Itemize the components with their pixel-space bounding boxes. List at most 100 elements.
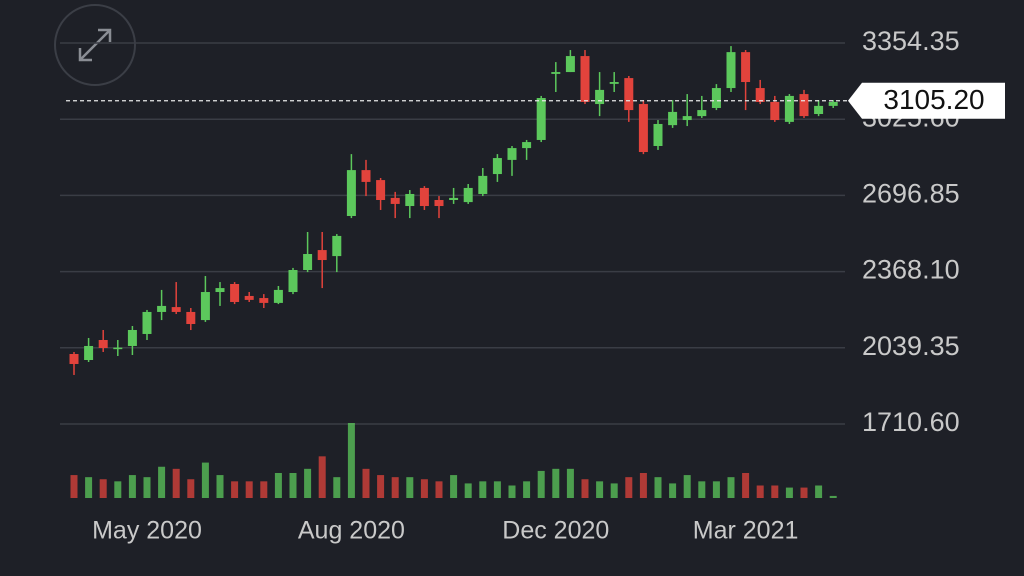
volume-bar xyxy=(143,477,151,498)
volume-bar xyxy=(639,473,647,498)
volume-bar xyxy=(85,477,93,498)
volume-bar xyxy=(727,477,735,498)
candle-body xyxy=(609,82,619,84)
candle-body xyxy=(98,340,108,348)
candle-body xyxy=(244,295,254,300)
volume-bar xyxy=(829,495,837,498)
expand-circle[interactable] xyxy=(54,4,136,86)
volume-bar xyxy=(172,468,180,498)
candle-body xyxy=(361,170,371,182)
volume-bar xyxy=(260,481,268,498)
candle-body xyxy=(463,187,473,203)
candle-body xyxy=(638,104,648,153)
candle-body xyxy=(405,193,415,207)
y-tick-label: 2039.35 xyxy=(862,331,960,361)
volume-bar xyxy=(362,468,370,498)
candle-body xyxy=(390,197,400,204)
candle-body xyxy=(142,311,152,334)
volume-bar xyxy=(712,481,720,498)
volume-bar xyxy=(610,483,618,498)
volume-bar xyxy=(785,487,793,498)
candle-body xyxy=(741,52,751,83)
volume-bar xyxy=(435,481,443,498)
volume-bar xyxy=(420,479,428,498)
candle-body xyxy=(653,123,663,146)
candle-body xyxy=(726,52,736,89)
volume-bar xyxy=(581,479,589,498)
volume-bar xyxy=(683,475,691,498)
volume-bar xyxy=(523,481,531,498)
candle-body xyxy=(507,148,517,160)
candle-body xyxy=(303,254,313,271)
candle-body xyxy=(828,101,838,106)
candle-body xyxy=(288,270,298,293)
candle-body xyxy=(317,250,327,261)
candle-body xyxy=(522,142,532,149)
volume-bar xyxy=(552,468,560,498)
volume-bar xyxy=(289,473,297,498)
last-price-tag xyxy=(848,82,1005,119)
volume-bar xyxy=(347,423,355,498)
candle-body xyxy=(346,170,356,216)
candle-body xyxy=(230,284,240,302)
volume-bar xyxy=(493,481,501,498)
candle-body xyxy=(434,200,444,207)
expand-button[interactable] xyxy=(54,4,136,86)
candle-body xyxy=(711,88,721,108)
volume-bar xyxy=(537,470,545,498)
last-price-label: 3105.20 xyxy=(883,84,984,115)
volume-bar xyxy=(114,481,122,498)
candle-body xyxy=(755,88,765,102)
candle-body xyxy=(536,98,546,140)
candle-body xyxy=(784,95,794,122)
volume-bar xyxy=(216,475,224,498)
x-tick-label: Dec 2020 xyxy=(502,517,609,545)
volume-bar xyxy=(70,475,78,498)
volume-bar xyxy=(654,477,662,498)
volume-bar xyxy=(698,481,706,498)
volume-bar xyxy=(596,481,604,498)
candle-body xyxy=(624,78,634,111)
volume-bar xyxy=(406,477,414,498)
volume-bar xyxy=(464,483,472,498)
candle-body xyxy=(697,110,707,117)
candle-body xyxy=(259,298,269,303)
volume-bar xyxy=(333,477,341,498)
volume-bar xyxy=(742,473,750,498)
volume-bar xyxy=(158,466,166,498)
y-tick-label: 2696.85 xyxy=(862,179,960,209)
volume-bar xyxy=(187,479,195,498)
volume-bar xyxy=(815,485,823,498)
candle-body xyxy=(551,72,561,74)
volume-bar xyxy=(771,485,779,498)
x-tick-label: May 2020 xyxy=(92,517,202,545)
expand-icon[interactable] xyxy=(78,28,112,62)
candle-body xyxy=(449,197,459,201)
x-tick-label: Aug 2020 xyxy=(298,517,405,545)
y-tick-label: 2368.10 xyxy=(862,255,960,285)
candle-body xyxy=(113,347,123,350)
y-tick-label: 3354.35 xyxy=(862,26,960,56)
candle-body xyxy=(69,354,79,364)
x-tick-label: Mar 2021 xyxy=(693,517,799,545)
volume-bar xyxy=(756,485,764,498)
candle-body xyxy=(186,311,196,325)
candle-body xyxy=(376,180,386,201)
candle-body xyxy=(595,89,605,105)
candle-body xyxy=(332,235,342,257)
candle-body xyxy=(127,329,137,346)
candle-body xyxy=(215,288,225,293)
candle-body xyxy=(682,116,692,121)
volume-bar xyxy=(377,475,385,498)
volume-bar xyxy=(800,487,808,498)
volume-bar xyxy=(274,473,282,498)
volume-bar xyxy=(304,468,312,498)
y-tick-label: 1710.60 xyxy=(862,407,960,437)
volume-bar xyxy=(201,462,209,498)
volume-bar xyxy=(508,485,516,498)
volume-bar xyxy=(318,456,326,498)
volume-bar xyxy=(625,477,633,498)
volume-bar xyxy=(566,468,574,498)
candle-body xyxy=(419,187,429,207)
